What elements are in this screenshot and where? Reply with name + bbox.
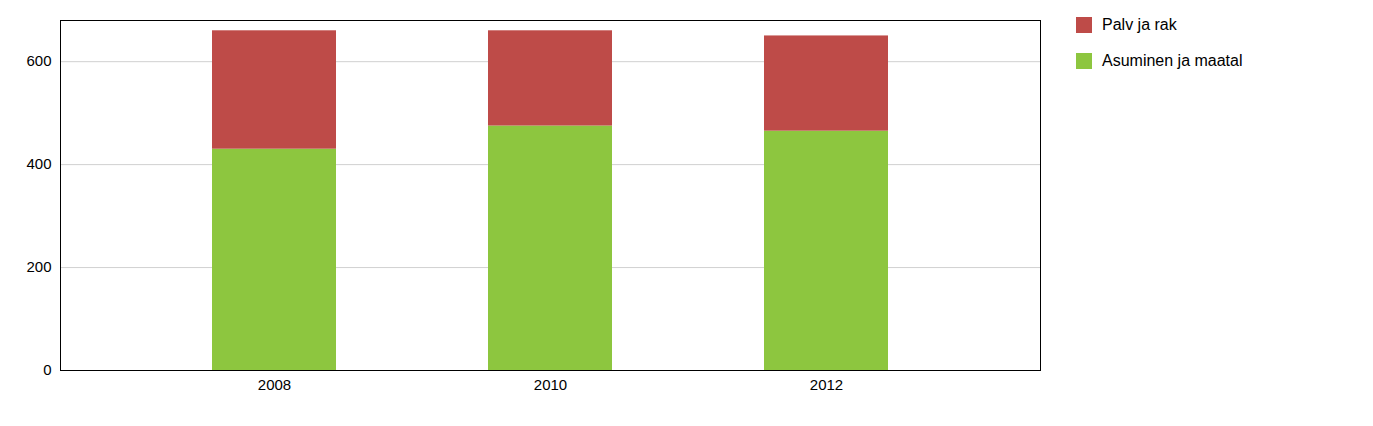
svg-text:200: 200 [26,258,51,275]
html-text:Palv ja rak: Palv ja rak [1102,16,1177,33]
html-text:Asuminen ja maatal: Asuminen ja maatal [1102,52,1243,69]
svg-text:2008: 2008 [258,376,291,393]
svg-text:2010: 2010 [534,376,567,393]
svg-text:400: 400 [26,155,51,172]
svg-text:600: 600 [26,52,51,69]
svg-text:2012: 2012 [810,376,843,393]
svg-text:0: 0 [43,361,51,378]
